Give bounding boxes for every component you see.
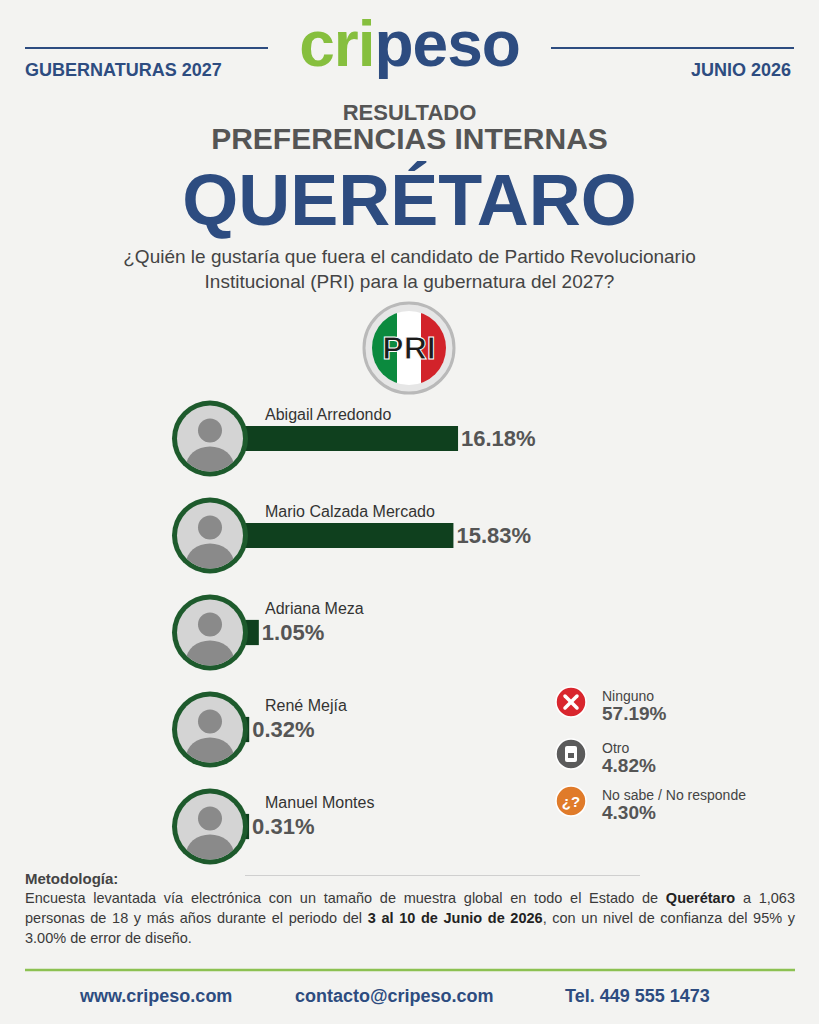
svg-text:0.32%: 0.32% [252, 717, 314, 742]
svg-text:¿?: ¿? [562, 793, 580, 810]
html-text:QUERÉTARO: QUERÉTARO [182, 160, 637, 240]
html-text:Metodología:: Metodología: [25, 870, 119, 887]
svg-text:Manuel Montes: Manuel Montes [265, 794, 374, 811]
html-text:RESULTADO: RESULTADO [342, 100, 477, 125]
svg-text:René Mejía: René Mejía [265, 697, 347, 714]
html-text:4.30%: 4.30% [602, 802, 656, 823]
html-text:Otro: Otro [602, 740, 630, 756]
svg-text:0.31%: 0.31% [252, 814, 314, 839]
svg-text:15.83%: 15.83% [456, 523, 531, 548]
html-text:contacto@cripeso.com: contacto@cripeso.com [295, 986, 494, 1006]
svg-text:16.18%: 16.18% [461, 426, 536, 451]
svg-text:Adriana Meza: Adriana Meza [265, 600, 364, 617]
svg-text:PRI: PRI [382, 330, 435, 366]
html-text:4.82%: 4.82% [602, 755, 656, 776]
html-text:No sabe / No responde: No sabe / No responde [602, 787, 746, 803]
html-text:GUBERNATURAS 2027: GUBERNATURAS 2027 [25, 60, 222, 80]
html-text:Encuesta levantada vía electró: Encuesta levantada vía electrónica con u… [25, 890, 795, 946]
html-text:Ninguno: Ninguno [602, 688, 655, 704]
html-text:Tel. 449 555 1473: Tel. 449 555 1473 [565, 986, 710, 1006]
svg-text:Mario Calzada Mercado: Mario Calzada Mercado [265, 503, 435, 520]
html-text:JUNIO 2026: JUNIO 2026 [690, 60, 791, 80]
html-text:www.cripeso.com: www.cripeso.com [80, 986, 233, 1006]
html-text:PREFERENCIAS INTERNAS: PREFERENCIAS INTERNAS [211, 122, 608, 155]
html-text:57.19%: 57.19% [602, 703, 667, 724]
svg-text:Abigail Arredondo: Abigail Arredondo [265, 406, 391, 423]
svg-text:1.05%: 1.05% [262, 620, 324, 645]
html-text:cri peso: cri peso [299, 8, 520, 80]
html-text:¿Quién le gustaría que fuera e: ¿Quién le gustaría que fuera el candidat… [123, 246, 696, 292]
